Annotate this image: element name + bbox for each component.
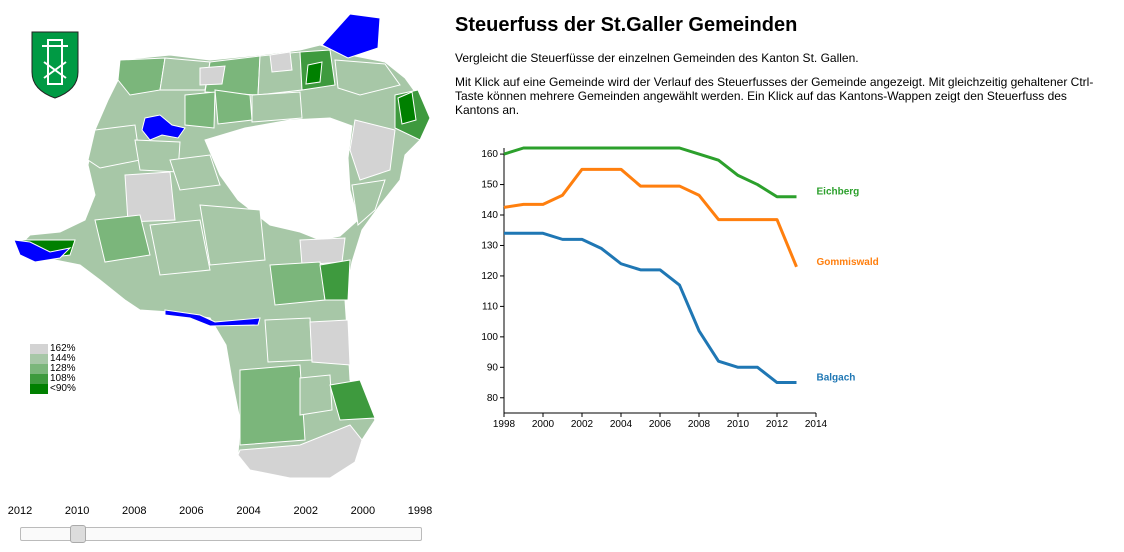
page-title: Steuerfuss der St.Galler Gemeinden: [455, 14, 798, 36]
series-label-gommiswald: Gommiswald: [817, 257, 879, 268]
municipality[interactable]: [397, 91, 417, 125]
municipality[interactable]: [117, 57, 166, 96]
legend-item: 144%: [30, 354, 76, 364]
series-line-eichberg: [503, 146, 797, 199]
year-slider-tick-label: 2002: [293, 505, 318, 517]
municipality[interactable]: [309, 319, 351, 366]
selected-municipalities: [13, 13, 381, 327]
year-slider-tick-label: 2006: [179, 505, 204, 517]
municipality[interactable]: [305, 61, 323, 85]
legend-item: 162%: [30, 344, 76, 354]
municipality[interactable]: [184, 91, 216, 129]
instructions-text: Mit Klick auf eine Gemeinde wird der Ver…: [455, 75, 1094, 117]
legend-swatch: [30, 354, 48, 364]
y-tick-label: 130: [481, 240, 498, 251]
year-slider-handle[interactable]: [70, 525, 87, 543]
description-panel: Steuerfuss der St.Galler Gemeinden Vergl…: [455, 14, 1105, 127]
municipality[interactable]: [269, 261, 326, 306]
x-tick-label: 2000: [532, 419, 555, 430]
y-tick-label: 120: [481, 271, 498, 282]
municipality[interactable]: [299, 237, 346, 266]
municipality[interactable]: [199, 204, 266, 266]
legend-swatch: [30, 344, 48, 354]
legend-swatch: [30, 384, 48, 394]
municipality[interactable]: [169, 154, 221, 191]
legend-item: 108%: [30, 374, 76, 384]
municipality[interactable]: [329, 379, 376, 421]
st-gallen-coat-of-arms-icon[interactable]: [31, 31, 79, 99]
legend-label: <90%: [50, 383, 76, 394]
x-tick-label: 2014: [805, 419, 828, 430]
legend-item: <90%: [30, 384, 76, 394]
municipality[interactable]: [269, 51, 293, 73]
series-label-balgach: Balgach: [817, 373, 856, 384]
municipality[interactable]: [94, 214, 151, 263]
year-slider-tick-label: 2010: [64, 505, 90, 517]
y-tick-label: 90: [487, 362, 499, 373]
y-tick-label: 100: [481, 332, 498, 343]
series-line-balgach: [504, 231, 797, 385]
year-slider-tick-label: 2004: [236, 505, 261, 517]
y-tick-label: 110: [482, 301, 498, 312]
legend-label: 128%: [50, 363, 76, 374]
year-slider-track[interactable]: [20, 527, 422, 541]
legend-swatch: [30, 374, 48, 384]
y-tick-label: 80: [487, 393, 499, 404]
x-tick-label: 1998: [493, 419, 516, 430]
y-tick-label: 140: [481, 210, 498, 221]
municipality[interactable]: [299, 374, 333, 416]
municipality[interactable]: [237, 424, 363, 479]
year-slider-tick-label: 1998: [407, 505, 433, 517]
tax-rate-line-chart: 80 90 100 110 120 130 140 150 160 1998 2000 2002 200…: [481, 146, 879, 430]
municipality[interactable]: [264, 317, 313, 363]
x-tick-label: 2002: [571, 419, 594, 430]
legend-label: 144%: [50, 353, 76, 364]
selected-municipality-balgach[interactable]: [321, 13, 381, 59]
legend: 162% 144% 128% 108% <90%: [30, 344, 76, 394]
selected-municipality-west[interactable]: [13, 239, 72, 263]
legend-label: 108%: [50, 373, 76, 384]
legend-swatch: [30, 364, 48, 374]
series-line-gommiswald: [503, 167, 798, 268]
year-slider-tick-label: 2012: [7, 505, 33, 517]
x-tick-label: 2012: [766, 419, 789, 430]
municipality[interactable]: [214, 89, 253, 125]
municipality[interactable]: [199, 65, 226, 86]
selected-municipality-eichberg[interactable]: [141, 114, 186, 141]
canton-map-panel: 162% 144% 128% 108% <90% 2012 2010 2008 2006 200…: [0, 0, 440, 552]
tax-rate-chart: 80 90 100 110 120 130 140 150 160 1998 2000 2002 200…: [480, 140, 880, 430]
year-slider-tick-label: 2008: [122, 505, 147, 517]
municipality[interactable]: [239, 364, 306, 446]
municipality[interactable]: [251, 91, 303, 123]
municipality[interactable]: [87, 124, 141, 169]
legend-label: 162%: [50, 343, 76, 354]
year-slider-tick-label: 2000: [350, 505, 376, 517]
municipality[interactable]: [334, 59, 401, 96]
municipality[interactable]: [349, 119, 396, 181]
x-tick-label: 2006: [649, 419, 672, 430]
y-tick-label: 160: [481, 149, 498, 160]
municipality[interactable]: [124, 171, 176, 223]
intro-text: Vergleicht die Steuerfüsse der einzelnen…: [455, 51, 859, 65]
selected-municipality-gommiswald[interactable]: [164, 309, 261, 327]
y-tick-label: 150: [481, 180, 498, 191]
municipality[interactable]: [319, 259, 351, 301]
canton-map[interactable]: [0, 0, 440, 500]
municipality[interactable]: [351, 179, 386, 226]
series-label-eichberg: Eichberg: [817, 187, 860, 198]
x-tick-label: 2010: [727, 419, 750, 430]
municipality[interactable]: [149, 219, 211, 276]
legend-item: 128%: [30, 364, 76, 374]
x-tick-label: 2004: [610, 419, 633, 430]
year-slider[interactable]: 2012 2010 2008 2006 2004 2002 2000 1998: [8, 505, 432, 545]
x-tick-label: 2008: [688, 419, 711, 430]
